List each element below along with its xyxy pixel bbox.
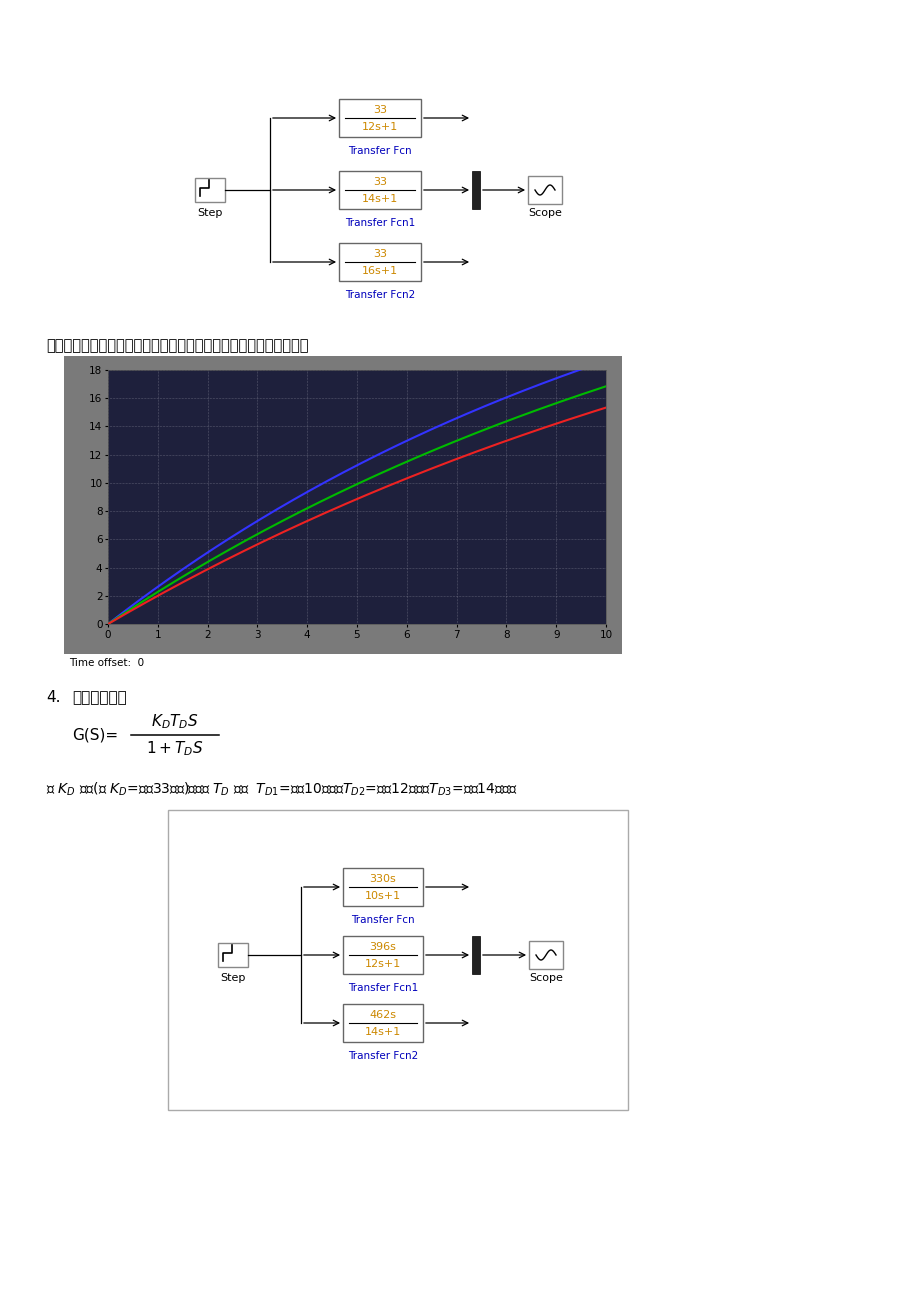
- Text: Transfer Fcn1: Transfer Fcn1: [347, 983, 417, 993]
- Text: Transfer Fcn2: Transfer Fcn2: [347, 1051, 417, 1061]
- Text: 16s+1: 16s+1: [361, 266, 398, 276]
- Text: 462s: 462s: [369, 1010, 396, 1019]
- Text: Step: Step: [220, 973, 245, 983]
- Text: 令 $K_D$ 不变(取 $K_D$=＿＿33＿＿)，改变 $T_D$ 取值  $T_{D1}$=＿＿10＿＿；$T_{D2}$=＿＿12＿＿；$T_{D3}$: 令 $K_D$ 不变(取 $K_D$=＿＿33＿＿)，改变 $T_D$ 取值 $…: [46, 781, 517, 798]
- Text: Scope: Scope: [528, 208, 562, 217]
- Bar: [343, 1004, 423, 1042]
- Bar: [338, 171, 421, 210]
- Text: Transfer Fcn2: Transfer Fcn2: [345, 290, 414, 299]
- Text: Step: Step: [197, 208, 222, 217]
- Text: G(S)=: G(S)=: [72, 728, 118, 742]
- Bar: [195, 178, 225, 202]
- Text: 330s: 330s: [369, 874, 396, 884]
- Text: 14s+1: 14s+1: [361, 194, 398, 204]
- Text: 12s+1: 12s+1: [361, 122, 398, 132]
- Text: $1+T_D S$: $1+T_D S$: [146, 740, 204, 758]
- Text: 12s+1: 12s+1: [365, 960, 401, 969]
- Bar: [168, 810, 628, 1111]
- Text: 实际微分环节: 实际微分环节: [72, 690, 127, 704]
- Text: 10s+1: 10s+1: [365, 891, 401, 901]
- Text: 14s+1: 14s+1: [365, 1027, 401, 1036]
- Text: Transfer Fcn1: Transfer Fcn1: [345, 217, 414, 228]
- Bar: [471, 936, 480, 974]
- Text: Scope: Scope: [528, 973, 562, 983]
- Bar: [338, 243, 421, 281]
- Text: Transfer Fcn: Transfer Fcn: [351, 915, 414, 924]
- Text: Time offset:  0: Time offset: 0: [69, 658, 144, 668]
- Bar: [343, 868, 423, 906]
- Text: 33: 33: [372, 105, 387, 115]
- Text: 对应的单位阶跃响应曲线（在输出曲线上标明对应的有关参数值）：: 对应的单位阶跃响应曲线（在输出曲线上标明对应的有关参数值）：: [46, 339, 308, 353]
- Text: Transfer Fcn: Transfer Fcn: [347, 146, 412, 156]
- Bar: [338, 99, 421, 137]
- Bar: [218, 943, 248, 967]
- Text: 4.: 4.: [46, 690, 61, 704]
- Bar: [108, 370, 606, 624]
- Bar: [528, 941, 562, 969]
- Text: 396s: 396s: [369, 943, 396, 952]
- Text: 33: 33: [372, 177, 387, 187]
- Text: 33: 33: [372, 249, 387, 259]
- Bar: [471, 171, 480, 210]
- Bar: [343, 936, 423, 974]
- Bar: [528, 176, 562, 204]
- Bar: [64, 355, 621, 654]
- Text: $K_D T_D S$: $K_D T_D S$: [151, 712, 199, 732]
